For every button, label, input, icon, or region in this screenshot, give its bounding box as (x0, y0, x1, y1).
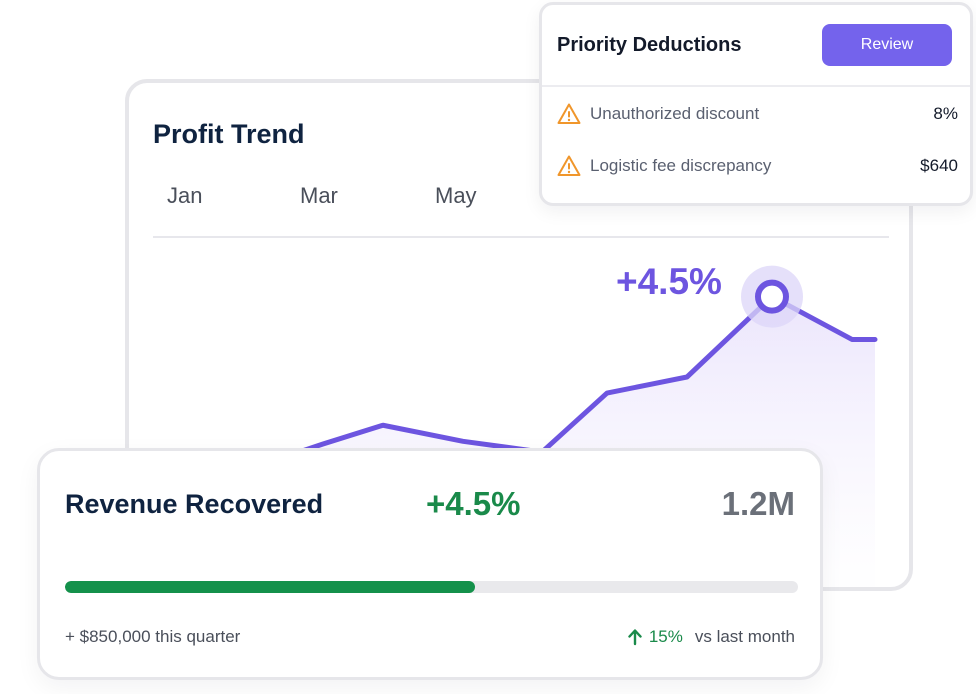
growth-label: vs last month (694, 627, 795, 646)
warning-icon (557, 155, 581, 176)
month-label-mar: Mar (300, 183, 338, 208)
deduction-value: 8% (933, 104, 958, 123)
arrow-up-icon (628, 629, 642, 646)
month-axis: Jan Mar May (129, 183, 909, 217)
trend-delta-label: +4.5% (616, 261, 722, 302)
revenue-total: 1.2M (721, 485, 795, 522)
growth-indicator: 15% vs last month (627, 625, 795, 649)
deduction-label: Logistic fee discrepancy (590, 156, 772, 175)
deduction-label: Unauthorized discount (590, 104, 760, 123)
revenue-delta: +4.5% (426, 485, 521, 522)
deductions-divider (542, 85, 970, 87)
revenue-recovered-card: Revenue Recovered +4.5% 1.2M + $850,000 … (37, 448, 823, 680)
warning-icon (557, 103, 581, 124)
highlight-marker[interactable] (755, 279, 789, 314)
month-label-jan: Jan (167, 183, 203, 208)
deduction-row[interactable]: Unauthorized discount 8% (557, 100, 958, 130)
month-label-may: May (435, 183, 477, 208)
deduction-value: $640 (920, 156, 958, 175)
revenue-progress-bar (65, 581, 798, 593)
revenue-title: Revenue Recovered (65, 489, 324, 519)
review-button[interactable]: Review (822, 24, 952, 66)
trend-divider (153, 236, 889, 238)
quarter-amount: + $850,000 this quarter (65, 627, 241, 646)
growth-percent: 15% (648, 627, 683, 646)
revenue-progress-fill (65, 581, 476, 593)
deductions-title: Priority Deductions (557, 34, 742, 56)
profit-trend-title: Profit Trend (153, 119, 305, 149)
priority-deductions-panel: Priority Deductions Review Unauthorized … (539, 2, 973, 206)
deduction-row[interactable]: Logistic fee discrepancy $640 (557, 152, 958, 182)
